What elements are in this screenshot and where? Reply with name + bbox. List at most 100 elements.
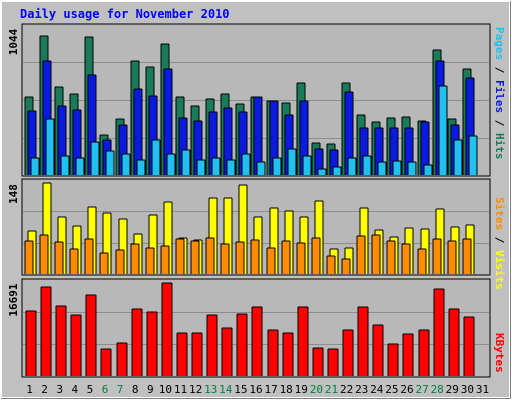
bar-sites-day-28 (433, 239, 441, 274)
bar-visits-day-7 (119, 219, 127, 274)
bar-pages-day-26 (408, 162, 416, 175)
x-tick-label: 5 (87, 383, 94, 396)
bar-pages-day-29 (454, 140, 462, 175)
bar-pages-day-13 (212, 158, 220, 175)
bar-visits-day-6 (103, 213, 111, 274)
x-tick-label: 3 (56, 383, 63, 396)
bar-files-day-20 (315, 149, 323, 175)
hits-legend: Pages / Files / Hits (493, 27, 506, 160)
bar-kbytes-day-26 (403, 334, 413, 376)
x-tick-label: 9 (147, 383, 154, 396)
bar-kbytes-day-10 (162, 283, 172, 376)
x-axis-labels: 1 2 3 4 5 6 7 8 9 10 11 12 13 14 15 16 17 18 19 20 21 22 23 24 2… (26, 383, 489, 396)
x-tick-label: 24 (370, 383, 384, 396)
legend-hits-text: Pages / Files / Hits (493, 27, 506, 160)
bar-files-day-27 (421, 122, 429, 175)
bar-sites-day-27 (418, 249, 426, 274)
bar-files-day-18 (285, 115, 293, 175)
x-tick-label: 27 (415, 383, 428, 396)
kbytes-panel: 16691 (7, 278, 491, 378)
bar-files-day-9 (149, 96, 157, 175)
bar-files-day-17 (270, 101, 278, 175)
x-tick-label: 1 (26, 383, 33, 396)
bar-visits-day-17 (270, 208, 278, 274)
chart-title: Daily usage for November 2010 (20, 7, 230, 21)
legend-visits-text: Sites / Visits (493, 197, 506, 290)
legend-separator: / (493, 113, 506, 133)
bar-pages-day-11 (182, 150, 190, 175)
x-tick-label: 13 (204, 383, 217, 396)
bar-files-day-22 (345, 92, 353, 175)
bar-sites-day-26 (402, 244, 410, 274)
bar-sites-day-3 (55, 242, 63, 274)
legend-item-pages: Pages (493, 27, 506, 60)
x-tick-label: 14 (219, 383, 233, 396)
bar-pages-day-4 (76, 158, 84, 175)
bar-kbytes-day-19 (298, 307, 308, 376)
bar-visits-day-10 (164, 202, 172, 274)
legend-item-sites: Sites (493, 197, 506, 230)
legend-item-kbytes: KBytes (493, 333, 506, 373)
bar-files-day-1 (28, 111, 36, 175)
bar-files-day-15 (239, 112, 247, 175)
bar-pages-day-14 (227, 160, 235, 175)
bar-kbytes-day-2 (41, 287, 51, 376)
bar-pages-day-25 (393, 161, 401, 175)
bar-pages-day-20 (318, 169, 326, 175)
bar-sites-day-23 (357, 236, 365, 274)
bar-kbytes-day-18 (283, 333, 293, 376)
visits-max-label: 148 (7, 184, 20, 204)
bar-sites-day-1 (25, 241, 33, 274)
x-tick-label: 23 (355, 383, 368, 396)
bar-sites-day-19 (297, 243, 305, 274)
bar-files-day-25 (390, 128, 398, 175)
bar-sites-day-14 (221, 244, 229, 274)
bar-sites-day-12 (191, 241, 199, 274)
x-tick-label: 11 (174, 383, 187, 396)
kbytes-legend: KBytes (493, 333, 506, 373)
x-tick-label: 16 (249, 383, 262, 396)
x-tick-label: 18 (280, 383, 293, 396)
x-tick-label: 6 (102, 383, 109, 396)
legend-kbytes-text: KBytes (493, 333, 506, 373)
x-tick-label: 26 (400, 383, 413, 396)
bar-pages-day-22 (348, 158, 356, 175)
bar-pages-day-5 (91, 142, 99, 175)
x-tick-label: 7 (117, 383, 124, 396)
bar-files-day-4 (73, 110, 81, 175)
bar-kbytes-day-8 (132, 309, 142, 376)
bar-sites-day-24 (372, 235, 380, 274)
bar-kbytes-day-20 (313, 348, 323, 376)
bar-kbytes-day-12 (192, 333, 202, 376)
x-tick-label: 15 (234, 383, 247, 396)
x-tick-label: 28 (431, 383, 444, 396)
bar-sites-day-11 (176, 239, 184, 274)
x-tick-label: 25 (385, 383, 398, 396)
bar-files-day-10 (164, 69, 172, 175)
bar-pages-day-23 (363, 156, 371, 175)
bar-visits-day-14 (224, 198, 232, 274)
bar-pages-day-6 (106, 151, 114, 175)
legend-item-visits: Visits (493, 250, 506, 290)
bar-pages-day-2 (46, 119, 54, 175)
bar-sites-day-20 (312, 238, 320, 274)
bar-sites-day-13 (206, 238, 214, 274)
bar-sites-day-17 (267, 248, 275, 274)
bar-kbytes-day-27 (419, 330, 429, 376)
bar-sites-day-22 (342, 259, 350, 274)
bar-pages-day-12 (197, 160, 205, 175)
visits-panel: 148 (7, 178, 491, 276)
bar-pages-day-27 (424, 165, 432, 175)
x-tick-label: 8 (132, 383, 139, 396)
bar-sites-day-29 (448, 241, 456, 274)
legend-item-hits: Hits (493, 133, 506, 160)
bar-kbytes-day-3 (56, 306, 66, 376)
bar-kbytes-day-28 (434, 289, 444, 376)
bar-pages-day-15 (242, 154, 250, 175)
bar-kbytes-day-30 (464, 317, 474, 376)
bar-kbytes-day-29 (449, 309, 459, 376)
bar-sites-day-9 (146, 248, 154, 274)
x-tick-label: 22 (340, 383, 353, 396)
bar-kbytes-day-1 (26, 311, 36, 376)
